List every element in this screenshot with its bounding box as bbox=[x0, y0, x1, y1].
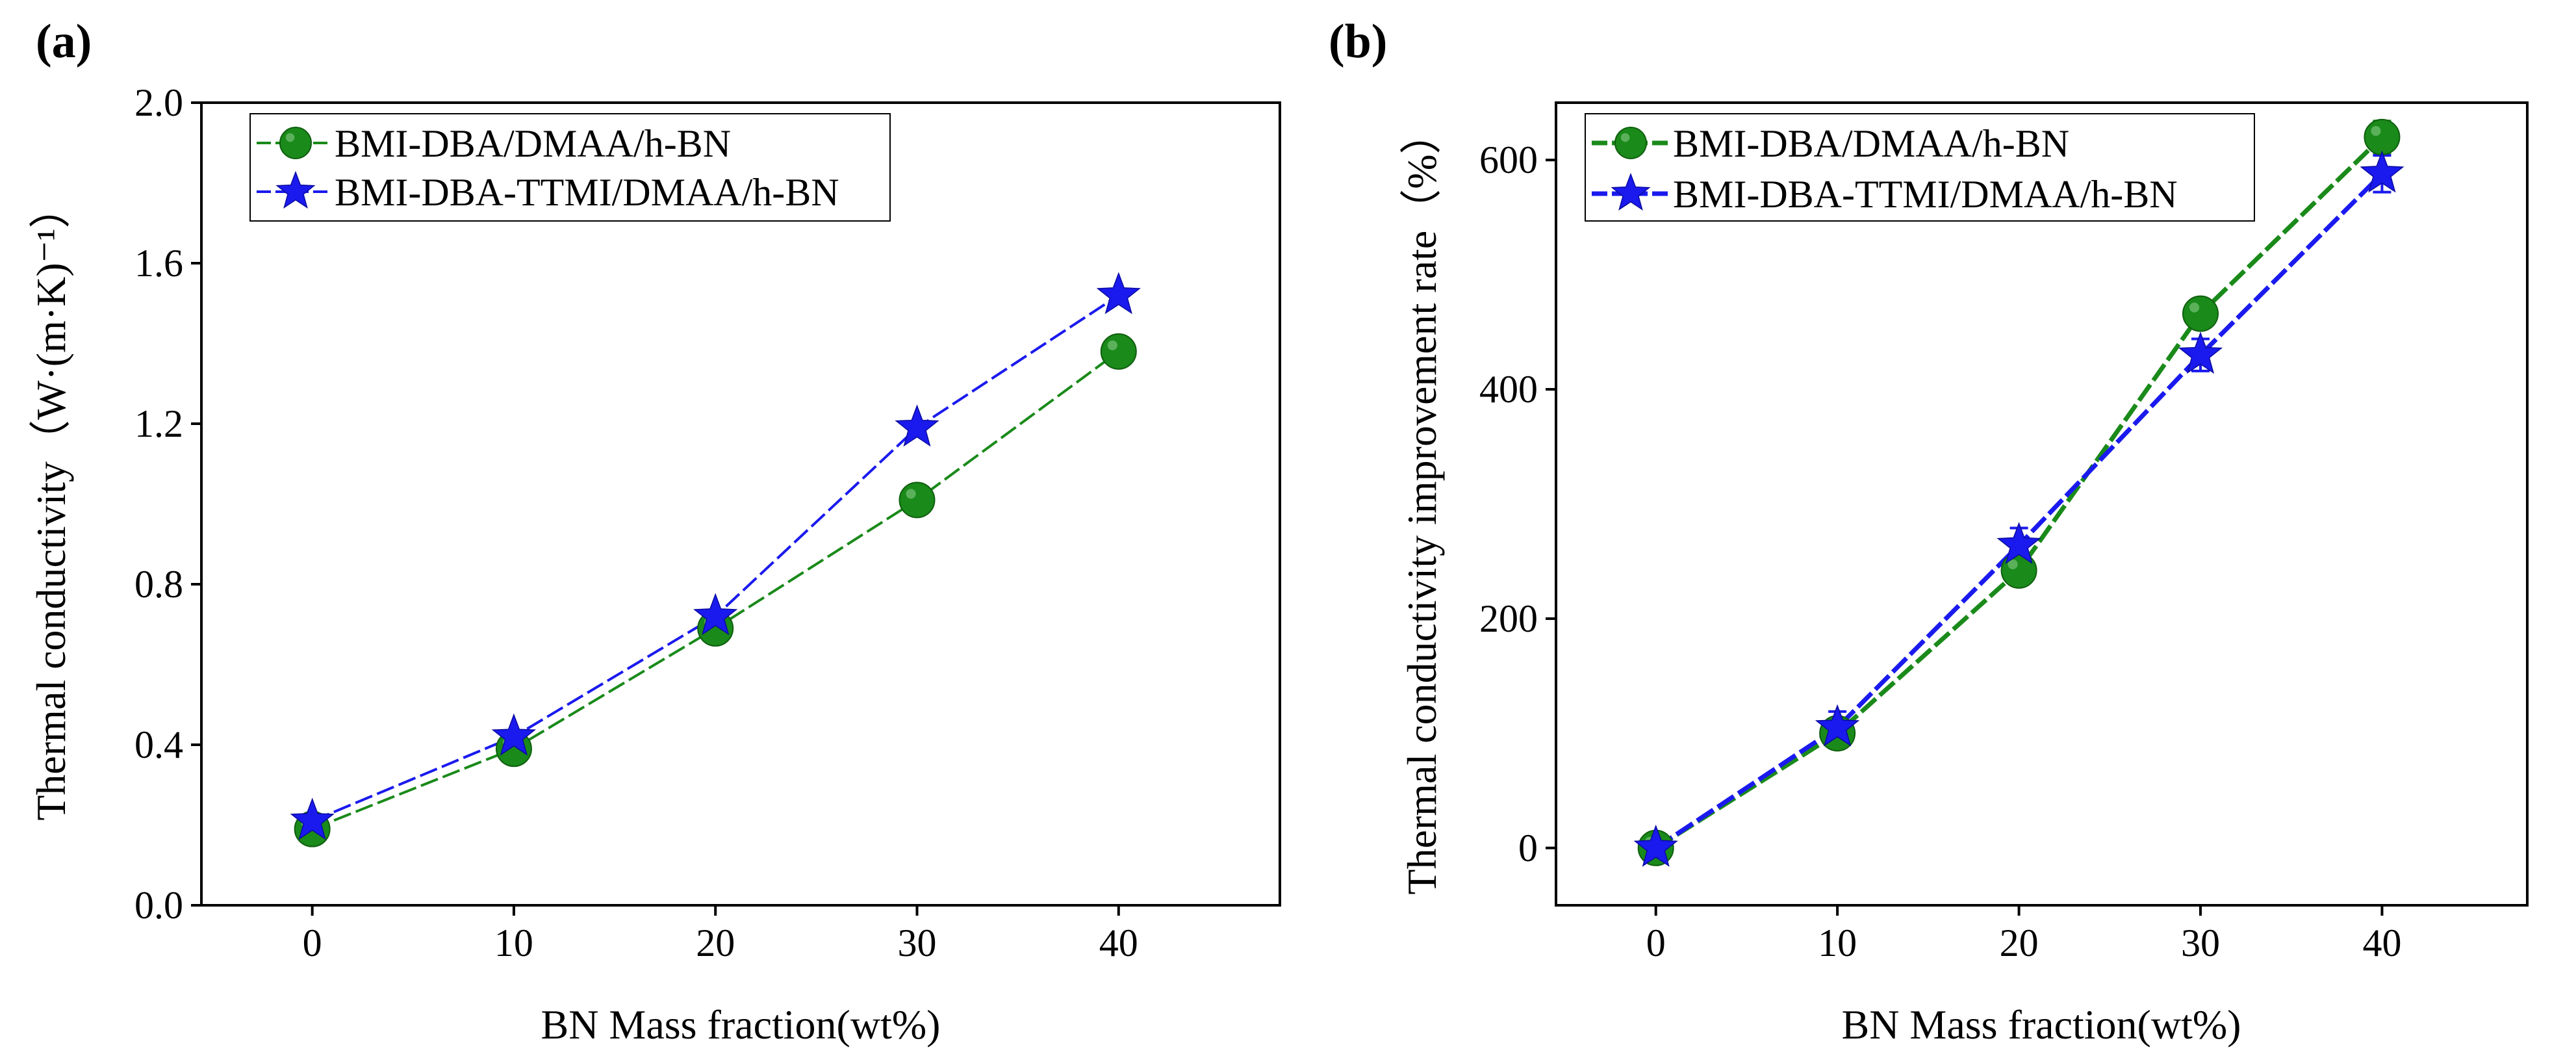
data-point-star-a bbox=[1096, 272, 1141, 315]
x-tick-label: 30 bbox=[897, 922, 936, 964]
data-point-star-a bbox=[693, 593, 738, 636]
series-line-b-0 bbox=[1654, 135, 2384, 850]
x-tick-label: 0 bbox=[303, 922, 322, 964]
data-point-circle-b bbox=[2364, 118, 2401, 155]
y-tick-label: 2.0 bbox=[134, 81, 183, 124]
data-point-circle-a bbox=[1100, 333, 1137, 370]
legend-marker-star-a bbox=[275, 170, 316, 209]
data-point-star-b bbox=[1633, 824, 1678, 867]
x-tick-label: 40 bbox=[1099, 922, 1138, 964]
series-line-a-1 bbox=[311, 294, 1119, 823]
y-tick-label: 600 bbox=[1479, 138, 1538, 181]
plot-area-frame-a bbox=[200, 101, 1281, 907]
data-point-circle-b bbox=[2182, 295, 2219, 332]
panel-a: (a) 0 10 20 30 40 0.0 0.4 0.8 1.2 1.6 2.0 BN Mass… bbox=[28, 15, 1281, 1048]
x-tick-label: 40 bbox=[2362, 922, 2401, 964]
legend-label-b-1: BMI-DBA-TTMI/DMAA/h-BN bbox=[1673, 173, 2178, 216]
y-tick-label: 0.8 bbox=[134, 563, 183, 606]
y-axis-label-a: Thermal conductivity（W·(m·K)⁻¹） bbox=[28, 187, 74, 820]
legend-label-b-0: BMI-DBA/DMAA/h-BN bbox=[1673, 122, 2069, 165]
panel-b: (b) 0 10 20 30 40 0 200 400 600 BN Mass fractio… bbox=[1329, 15, 2529, 1048]
data-point-star-b bbox=[1815, 704, 1860, 747]
panel-label-a: (a) bbox=[36, 15, 92, 68]
legend-label-a-1: BMI-DBA-TTMI/DMAA/h-BN bbox=[335, 171, 839, 214]
x-tick-label: 0 bbox=[1646, 922, 1666, 964]
legend-marker-star-b bbox=[1611, 172, 1651, 211]
series-line-a-0 bbox=[311, 350, 1119, 831]
legend-frame-a bbox=[249, 113, 891, 222]
y-tick-label: 1.6 bbox=[134, 242, 183, 285]
legend-symbol-circle-highlight bbox=[1620, 133, 1630, 142]
data-point-circle-a bbox=[899, 482, 936, 519]
data-point-circle-a-highlight bbox=[906, 489, 916, 499]
data-point-circle-a-highlight bbox=[1107, 340, 1117, 350]
y-tick-label: 0 bbox=[1518, 827, 1538, 870]
plot-area-frame-b bbox=[1555, 101, 2529, 907]
data-point-star-b bbox=[1996, 522, 2041, 565]
y-axis-ticks-b: 0 200 400 600 bbox=[1479, 138, 1556, 870]
x-tick-label: 30 bbox=[2181, 922, 2220, 964]
legend-symbol-star bbox=[1611, 172, 1651, 211]
legend-symbol-star bbox=[275, 170, 316, 209]
y-axis-ticks-a: 0.0 0.4 0.8 1.2 1.6 2.0 bbox=[134, 81, 201, 927]
legend-label-a-0: BMI-DBA/DMAA/h-BN bbox=[335, 122, 731, 165]
series-layer-b bbox=[1633, 118, 2404, 867]
data-point-star-b bbox=[2178, 331, 2223, 374]
legend-symbol-circle bbox=[1614, 127, 1647, 159]
x-tick-label: 10 bbox=[494, 922, 533, 964]
x-axis-label-a: BN Mass fraction(wt%) bbox=[541, 1001, 941, 1048]
data-point-star-a bbox=[895, 404, 939, 447]
series-layer-a bbox=[290, 272, 1141, 847]
legend-b: BMI-DBA/DMAA/h-BN BMI-DBA-TTMI/DMAA/h-BN bbox=[1585, 113, 2255, 222]
legend-marker-circle-b bbox=[1614, 127, 1647, 159]
y-axis-label-b: Thermal conductivity improvement rate（%） bbox=[1399, 112, 1445, 894]
data-point-star-a bbox=[290, 797, 335, 840]
y-tick-label: 400 bbox=[1479, 368, 1538, 411]
data-point-star-a bbox=[491, 713, 537, 756]
data-point-circle-b bbox=[2000, 552, 2037, 589]
legend-a: BMI-DBA/DMAA/h-BN BMI-DBA-TTMI/DMAA/h-BN bbox=[249, 113, 891, 222]
data-point-circle-b-highlight bbox=[2008, 559, 2018, 569]
legend-frame-b bbox=[1585, 113, 2255, 222]
x-tick-label: 20 bbox=[696, 922, 735, 964]
x-axis-ticks-b: 0 10 20 30 40 bbox=[1646, 905, 2401, 964]
x-axis-ticks-a: 0 10 20 30 40 bbox=[303, 905, 1138, 964]
x-axis-label-b: BN Mass fraction(wt%) bbox=[1842, 1001, 2241, 1048]
legend-symbol-circle-highlight bbox=[285, 133, 295, 142]
y-tick-label: 1.2 bbox=[134, 402, 183, 445]
panel-label-b: (b) bbox=[1329, 15, 1387, 68]
series-line-b-1 bbox=[1654, 172, 2384, 850]
y-tick-label: 200 bbox=[1479, 597, 1538, 640]
data-point-circle-b-highlight bbox=[2371, 125, 2381, 136]
legend-symbol-circle bbox=[279, 127, 312, 159]
data-point-circle-b-highlight bbox=[2189, 302, 2200, 313]
legend-marker-circle-a bbox=[279, 127, 312, 159]
x-tick-label: 10 bbox=[1818, 922, 1857, 964]
y-tick-label: 0.4 bbox=[134, 723, 183, 766]
x-tick-label: 20 bbox=[2000, 922, 2039, 964]
data-point-star-b bbox=[2360, 150, 2404, 193]
y-tick-label: 0.0 bbox=[134, 884, 183, 927]
